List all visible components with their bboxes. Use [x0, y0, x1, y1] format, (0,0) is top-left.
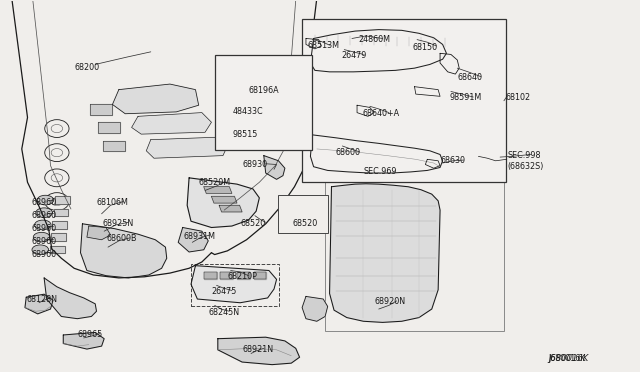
Text: 48433C: 48433C [232, 108, 263, 116]
Polygon shape [25, 294, 53, 314]
Polygon shape [132, 113, 211, 134]
Polygon shape [440, 53, 460, 74]
Text: J680016K: J680016K [548, 354, 589, 363]
Polygon shape [219, 205, 242, 212]
Text: 68600B: 68600B [106, 234, 136, 243]
Text: SEC.969: SEC.969 [364, 167, 397, 176]
Polygon shape [264, 155, 285, 179]
Polygon shape [306, 38, 321, 49]
Text: 68520: 68520 [240, 219, 266, 228]
Polygon shape [220, 272, 233, 279]
Text: 68965: 68965 [77, 330, 102, 339]
Polygon shape [191, 266, 276, 303]
Text: 68640+A: 68640+A [363, 109, 400, 118]
Circle shape [333, 34, 351, 44]
Polygon shape [253, 272, 266, 279]
Polygon shape [98, 122, 120, 133]
Polygon shape [282, 200, 323, 224]
Polygon shape [310, 30, 447, 72]
Text: 68640: 68640 [458, 73, 483, 82]
Text: 68520: 68520 [292, 219, 318, 228]
Circle shape [33, 232, 50, 242]
Text: 68513M: 68513M [307, 41, 339, 51]
Text: J680016K: J680016K [548, 354, 586, 363]
Polygon shape [87, 226, 111, 240]
Text: 98591M: 98591M [450, 93, 482, 102]
Text: 68245N: 68245N [208, 308, 239, 317]
Circle shape [32, 245, 49, 254]
Text: 68960: 68960 [31, 198, 56, 207]
Polygon shape [330, 184, 440, 323]
Bar [325, 176, 504, 331]
Polygon shape [204, 272, 216, 279]
Polygon shape [187, 178, 259, 228]
Bar [191, 264, 279, 307]
Polygon shape [302, 296, 328, 321]
Polygon shape [50, 246, 65, 253]
Text: 68102: 68102 [505, 93, 531, 102]
Text: 68960: 68960 [31, 250, 56, 259]
Text: SEC.998: SEC.998 [507, 151, 541, 160]
Polygon shape [52, 221, 67, 229]
Text: 68520M: 68520M [198, 178, 231, 187]
Text: 68210P: 68210P [227, 272, 257, 281]
Polygon shape [63, 333, 104, 349]
Text: 68200: 68200 [74, 63, 99, 72]
Bar [214, 55, 312, 150]
Bar [302, 19, 506, 182]
Polygon shape [81, 224, 167, 278]
Polygon shape [357, 105, 374, 116]
Bar [278, 195, 328, 234]
Polygon shape [147, 137, 227, 158]
Polygon shape [218, 337, 300, 365]
Polygon shape [224, 60, 298, 94]
Text: 68925N: 68925N [103, 219, 134, 228]
Text: 68128N: 68128N [26, 295, 57, 304]
Polygon shape [103, 141, 125, 151]
Text: 26475: 26475 [211, 287, 237, 296]
Polygon shape [237, 272, 250, 279]
Circle shape [36, 208, 52, 218]
Text: 68630: 68630 [440, 156, 465, 165]
Text: 68196A: 68196A [248, 86, 279, 95]
Polygon shape [230, 80, 256, 90]
Text: 68931M: 68931M [184, 231, 216, 241]
Polygon shape [310, 135, 443, 173]
Text: 68600: 68600 [336, 148, 361, 157]
Text: 68106M: 68106M [97, 198, 129, 207]
Text: 68921N: 68921N [242, 344, 273, 353]
Text: 68960: 68960 [31, 237, 56, 246]
Polygon shape [113, 84, 198, 114]
Polygon shape [178, 228, 208, 252]
Polygon shape [211, 196, 237, 203]
Text: 68960: 68960 [31, 211, 56, 220]
Text: 26479: 26479 [341, 51, 367, 60]
Polygon shape [54, 209, 68, 217]
Polygon shape [204, 187, 232, 193]
Text: 68920N: 68920N [374, 297, 405, 306]
Polygon shape [51, 234, 66, 241]
Text: 24860M: 24860M [358, 35, 390, 44]
Polygon shape [55, 196, 70, 204]
Polygon shape [426, 159, 440, 168]
Polygon shape [90, 105, 113, 115]
Circle shape [37, 195, 54, 205]
Text: 68150: 68150 [413, 42, 438, 51]
Text: 68960: 68960 [31, 224, 56, 233]
Polygon shape [44, 278, 97, 319]
Bar [411, 86, 444, 98]
Text: 98515: 98515 [232, 130, 258, 140]
Text: (68632S): (68632S) [507, 162, 543, 171]
Polygon shape [415, 87, 440, 96]
Circle shape [35, 220, 51, 230]
Text: 68930: 68930 [242, 160, 268, 169]
